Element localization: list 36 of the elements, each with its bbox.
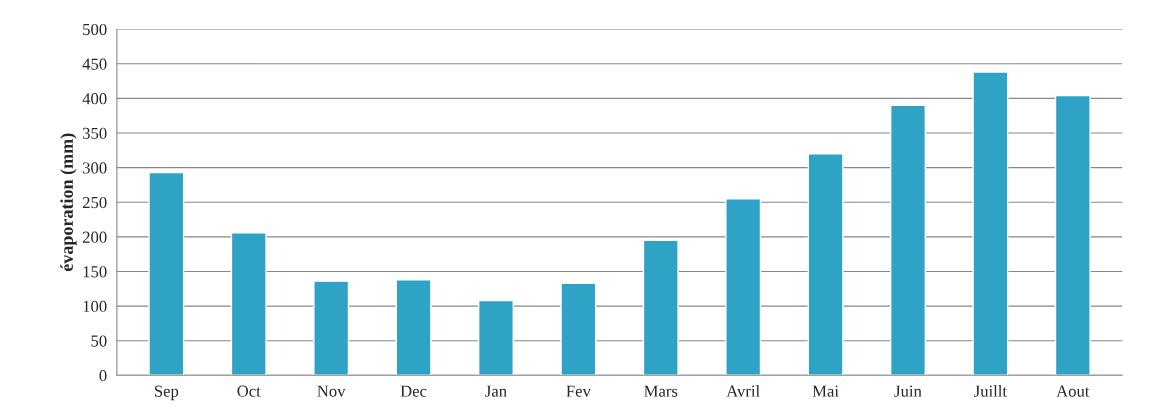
x-tick-label: Fev bbox=[566, 385, 591, 397]
bar bbox=[313, 280, 350, 376]
bar bbox=[889, 104, 926, 376]
y-axis-title: évaporation (mm) bbox=[60, 133, 77, 272]
x-tick-label: Avril bbox=[726, 385, 760, 397]
y-tick-label: 350 bbox=[82, 127, 107, 139]
bar bbox=[560, 282, 597, 376]
y-tick-label: 50 bbox=[91, 335, 107, 347]
bar bbox=[725, 198, 762, 376]
y-tick-label: 200 bbox=[82, 231, 107, 243]
x-tick-label: Aout bbox=[1056, 385, 1090, 397]
bar bbox=[807, 153, 844, 376]
y-tick-label: 100 bbox=[83, 300, 107, 313]
y-tick-label: 450 bbox=[82, 58, 107, 70]
x-tick-label: Dec bbox=[400, 385, 427, 397]
bar bbox=[230, 232, 267, 376]
y-tick-label: 250 bbox=[82, 196, 107, 209]
y-tick-label: 400 bbox=[82, 93, 107, 105]
bar bbox=[642, 239, 679, 376]
y-tick-label: 0 bbox=[99, 370, 107, 382]
bar bbox=[1054, 94, 1091, 376]
y-tick-label: 300 bbox=[82, 162, 107, 174]
x-tick-label: Nov bbox=[317, 385, 346, 397]
bar bbox=[972, 71, 1009, 376]
x-tick-label: Juin bbox=[894, 385, 922, 397]
bar bbox=[395, 279, 432, 376]
x-tick-label: Mai bbox=[812, 385, 839, 397]
x-tick-label: Sep bbox=[154, 385, 179, 401]
y-tick-label: 150 bbox=[83, 266, 107, 278]
bar bbox=[477, 299, 514, 376]
x-tick-label: Mars bbox=[644, 385, 678, 397]
x-tick-label: Jan bbox=[485, 385, 507, 397]
x-tick-label: Juillt bbox=[974, 385, 1007, 397]
x-tick-label: Oct bbox=[237, 385, 261, 397]
bar bbox=[148, 171, 185, 376]
y-tick-label: 500 bbox=[83, 23, 107, 36]
